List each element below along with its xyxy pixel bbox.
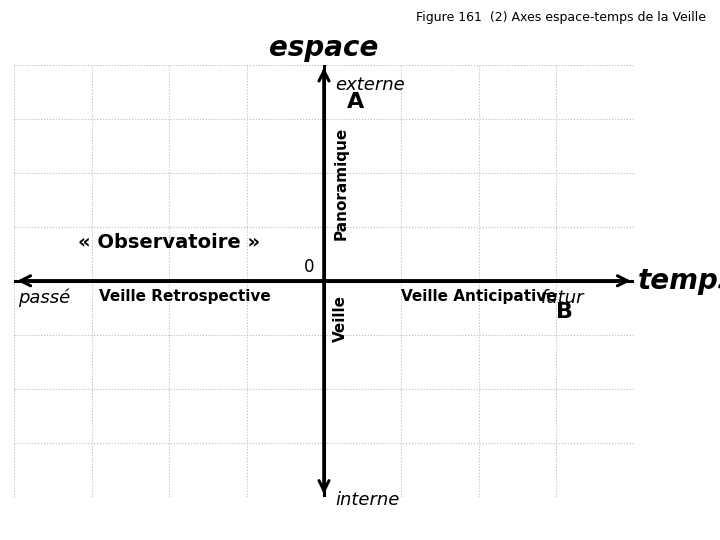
Text: temps: temps [637,267,720,295]
Text: espace: espace [269,34,379,62]
Text: « Observatoire »: « Observatoire » [78,233,260,253]
Text: A: A [347,92,364,112]
Text: Veille Retrospective: Veille Retrospective [99,289,271,304]
Text: Veille: Veille [333,295,348,342]
Text: Veille Anticipative: Veille Anticipative [401,289,557,304]
Text: interne: interne [336,491,400,509]
Text: B: B [557,302,573,322]
Text: Figure 161  (2) Axes espace-temps de la Veille: Figure 161 (2) Axes espace-temps de la V… [415,11,706,24]
Text: futur: futur [541,289,584,307]
Text: externe: externe [336,76,405,93]
Text: passé: passé [18,289,71,307]
Text: 0: 0 [305,259,315,276]
Text: Panoramique: Panoramique [333,127,348,240]
